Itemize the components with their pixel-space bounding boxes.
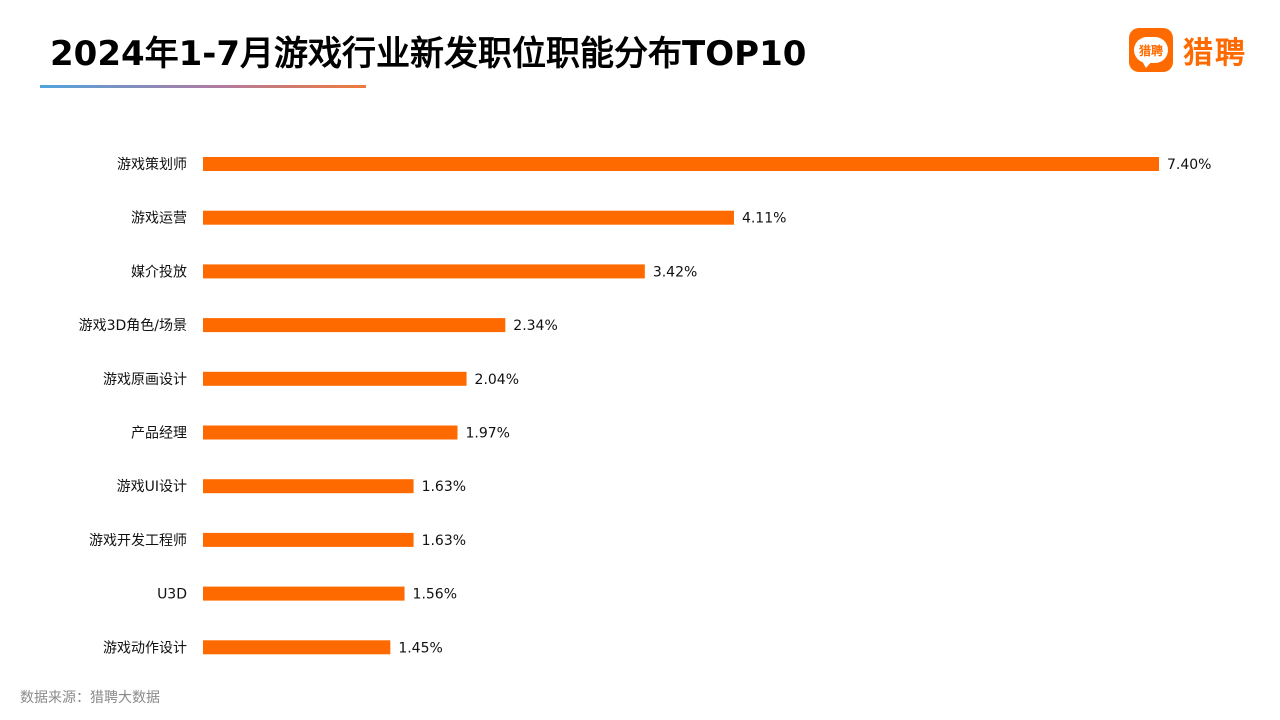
category-label: 游戏策划师 bbox=[117, 156, 187, 173]
category-label: 游戏动作设计 bbox=[103, 640, 187, 656]
page-title: 2024年1-7月游戏行业新发职位职能分布TOP10 bbox=[50, 34, 807, 74]
value-label: 1.45% bbox=[398, 640, 442, 656]
bar bbox=[203, 210, 734, 225]
bar bbox=[203, 371, 467, 386]
value-label: 1.63% bbox=[422, 479, 466, 495]
category-label: 游戏原画设计 bbox=[103, 372, 187, 388]
category-label: 游戏运营 bbox=[131, 211, 187, 227]
bar bbox=[203, 532, 414, 547]
bar bbox=[203, 479, 414, 494]
category-label: 游戏开发工程师 bbox=[89, 533, 187, 549]
title-underline bbox=[40, 85, 366, 88]
value-label: 1.56% bbox=[413, 587, 457, 603]
data-source-note: 数据来源：猎聘大数据 bbox=[20, 690, 160, 706]
bar bbox=[203, 640, 391, 655]
logo-badge-text: 猎聘 bbox=[1134, 37, 1168, 68]
value-label: 1.63% bbox=[422, 533, 466, 549]
brand-logo: 猎聘 猎聘 bbox=[1129, 28, 1247, 72]
category-label: 产品经理 bbox=[131, 426, 187, 442]
bar bbox=[203, 318, 506, 333]
bar bbox=[203, 425, 458, 440]
category-label: 媒介投放 bbox=[131, 264, 187, 280]
value-label: 2.34% bbox=[513, 318, 557, 334]
category-label: 游戏UI设计 bbox=[117, 479, 187, 495]
bar bbox=[203, 586, 405, 601]
logo-text: 猎聘 bbox=[1183, 36, 1247, 71]
bar bbox=[203, 264, 645, 279]
value-label: 7.40% bbox=[1167, 157, 1211, 173]
bar bbox=[203, 157, 1159, 171]
value-label: 1.97% bbox=[466, 426, 510, 442]
value-label: 3.42% bbox=[653, 264, 697, 280]
value-label: 2.04% bbox=[475, 372, 519, 388]
logo-icon: 猎聘 bbox=[1129, 28, 1173, 72]
category-label: U3D bbox=[157, 587, 187, 603]
category-label: 游戏3D角色/场景 bbox=[79, 317, 187, 334]
value-label: 4.11% bbox=[742, 211, 786, 227]
